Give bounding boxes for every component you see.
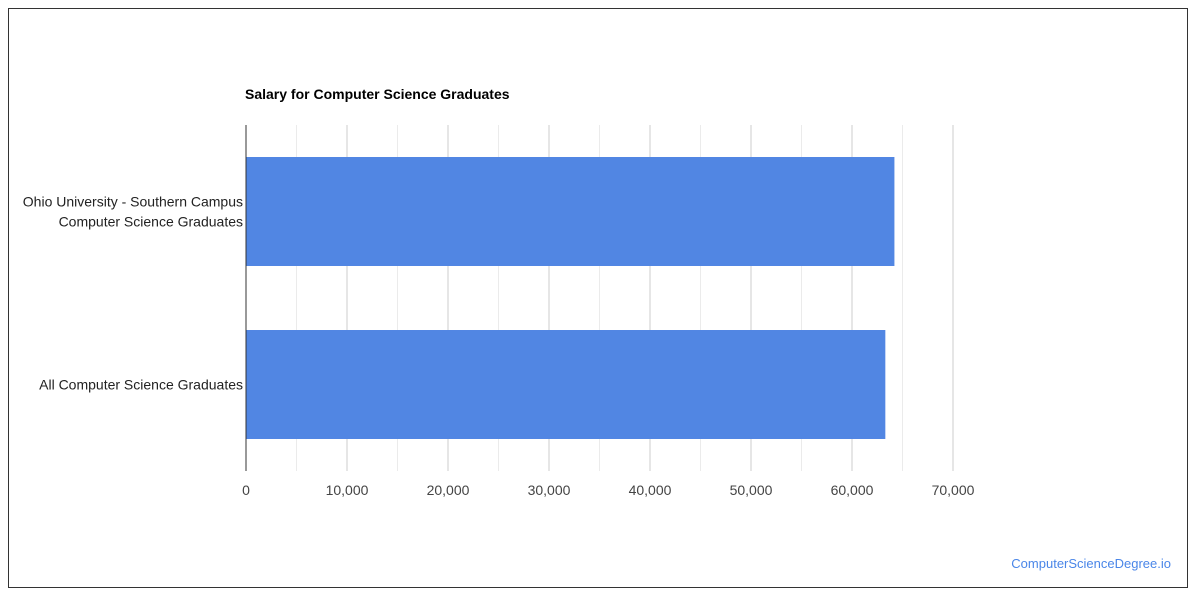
chart-title: Salary for Computer Science Graduates xyxy=(245,86,510,102)
x-tick-label: 60,000 xyxy=(831,482,874,498)
x-tick-label: 40,000 xyxy=(629,482,672,498)
x-tick-label: 70,000 xyxy=(932,482,975,498)
bar-chart: Salary for Computer Science Graduates Oh… xyxy=(23,86,975,498)
x-tick-label: 0 xyxy=(242,482,250,498)
category-label: All Computer Science Graduates xyxy=(39,377,243,393)
category-label: Ohio University - Southern Campus Compute… xyxy=(23,194,243,230)
bar[interactable] xyxy=(246,157,895,266)
bar[interactable] xyxy=(246,330,886,439)
x-tick-label: 50,000 xyxy=(730,482,773,498)
category-labels: Ohio University - Southern Campus Compute… xyxy=(23,194,243,393)
category-label-line: Computer Science Graduates xyxy=(59,214,243,230)
bars xyxy=(246,157,895,439)
x-tick-label: 30,000 xyxy=(528,482,571,498)
chart-frame: Salary for Computer Science Graduates Oh… xyxy=(8,8,1188,588)
category-label-line: All Computer Science Graduates xyxy=(39,377,243,393)
x-axis-tick-labels: 0 10,000 20,000 30,000 40,000 50,000 60,000 70,… xyxy=(242,482,975,498)
x-tick-label: 20,000 xyxy=(427,482,470,498)
watermark-link[interactable]: ComputerScienceDegree.io xyxy=(1011,556,1171,571)
x-tick-label: 10,000 xyxy=(326,482,369,498)
category-label-line: Ohio University - Southern Campus xyxy=(23,194,243,210)
